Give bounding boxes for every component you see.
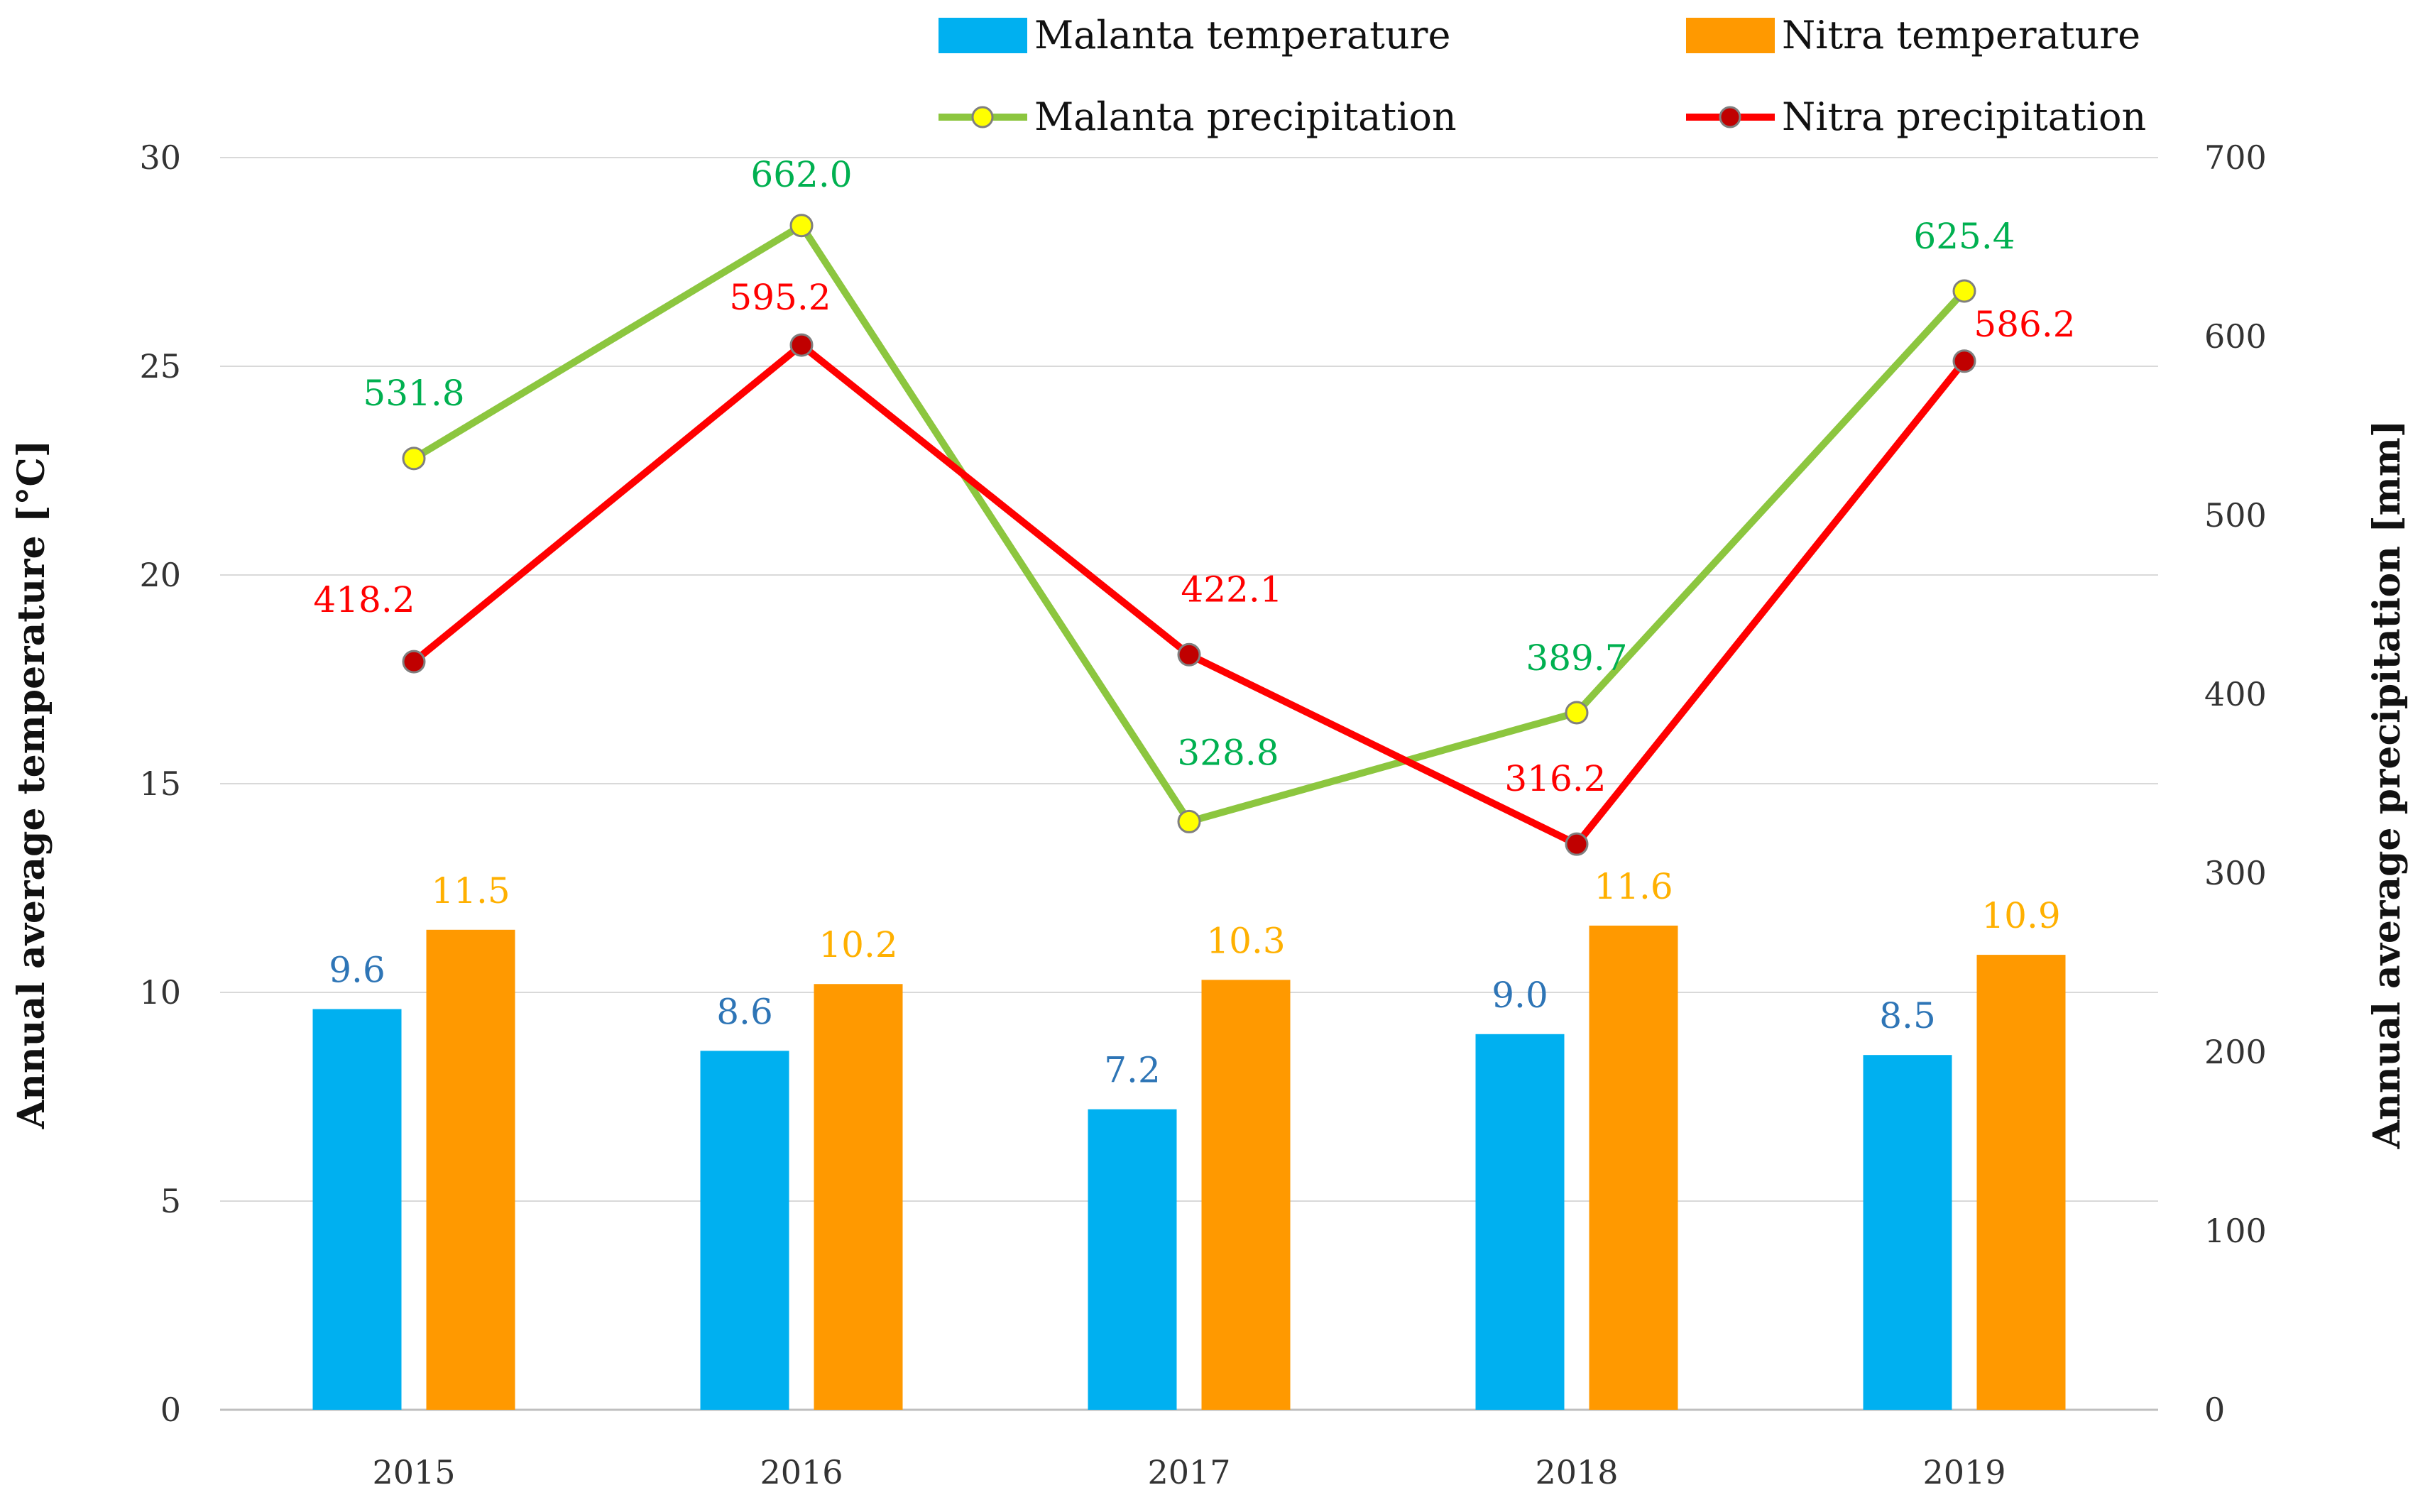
legend: Malanta temperature Nitra temperature Mala…: [939, 13, 2146, 139]
lines: [402, 214, 1976, 856]
data-label: 7.2: [1104, 1050, 1161, 1091]
bars: [312, 925, 2066, 1410]
x-tick-label: 2016: [760, 1453, 843, 1491]
data-label: 418.2: [313, 579, 415, 620]
legend-item: Malanta precipitation: [939, 94, 1457, 139]
y-tick-label: 5: [160, 1182, 181, 1220]
y-axis-title: Annual average temperature [°C]: [10, 440, 53, 1130]
y2-axis-title: Annual average precipitation [mm]: [2365, 420, 2409, 1150]
data-label: 531.8: [363, 373, 464, 414]
line-point: [789, 214, 814, 238]
bar-nitra-temperature: [1589, 925, 1678, 1410]
y2-tick-label: 300: [2204, 854, 2267, 892]
data-label: 10.3: [1206, 920, 1285, 961]
data-label: 10.9: [1981, 895, 2060, 936]
y-tick-label: 20: [139, 556, 181, 594]
gridlines: [220, 157, 2158, 1411]
bar-nitra-temperature: [814, 984, 903, 1410]
y2-tick-label: 600: [2204, 317, 2267, 356]
y-tick-label: 0: [160, 1391, 181, 1429]
data-label: 422.1: [1181, 569, 1282, 610]
axes: Annual average temperature [°C] Annual a…: [10, 138, 2409, 1491]
data-label: 8.5: [1879, 995, 1936, 1036]
line-point: [789, 333, 814, 357]
y-tick-label: 15: [139, 765, 181, 803]
data-label: 316.2: [1504, 758, 1606, 799]
data-label: 595.2: [729, 277, 831, 318]
data-label: 11.6: [1594, 866, 1673, 907]
data-label: 11.5: [431, 870, 510, 911]
y2-tick-label: 200: [2204, 1033, 2267, 1071]
bar-malanta-temperature: [1088, 1109, 1177, 1410]
legend-label: Malanta precipitation: [1034, 94, 1457, 139]
bar-malanta-temperature: [700, 1051, 789, 1410]
bar-malanta-temperature: [1863, 1055, 1952, 1410]
y2-tick-label: 0: [2204, 1391, 2225, 1429]
legend-swatch: [939, 18, 1027, 53]
data-label: 328.8: [1177, 732, 1279, 773]
x-tick-label: 2018: [1535, 1453, 1618, 1491]
y2-tick-label: 700: [2204, 138, 2267, 177]
y-tick-label: 10: [139, 973, 181, 1012]
line-point: [1565, 832, 1589, 856]
y-tick-label: 30: [139, 138, 181, 177]
line-point: [402, 650, 426, 674]
y-tick-label: 25: [139, 347, 181, 385]
data-labels: 9.6 8.6 7.2 9.0 8.5 11.5 10.2 10.3 11.6 10.9 531.8…: [313, 154, 2075, 1091]
x-tick-label: 2019: [1922, 1453, 2006, 1491]
legend-item: Nitra precipitation: [1686, 94, 2146, 139]
data-label: 389.7: [1526, 637, 1627, 679]
bar-nitra-temperature: [1976, 955, 2066, 1410]
line-point: [1565, 701, 1589, 725]
y2-tick-label: 400: [2204, 675, 2267, 713]
legend-marker: [971, 106, 994, 128]
data-label: 9.0: [1492, 975, 1548, 1016]
bar-malanta-temperature: [312, 1009, 402, 1410]
y2-tick-label: 500: [2204, 496, 2267, 535]
legend-label: Nitra precipitation: [1782, 94, 2146, 139]
line-point: [1177, 809, 1201, 833]
data-label: 625.4: [1913, 216, 2015, 257]
y2-tick-label: 100: [2204, 1212, 2267, 1250]
line-point: [402, 447, 426, 471]
data-label: 10.2: [819, 924, 897, 965]
legend-item: Nitra temperature: [1686, 13, 2140, 57]
legend-swatch: [1686, 18, 1775, 53]
line-point: [1952, 349, 1976, 373]
line-point: [1177, 642, 1201, 667]
legend-label: Nitra temperature: [1782, 13, 2140, 57]
bar-malanta-temperature: [1475, 1034, 1565, 1410]
bar-nitra-temperature: [426, 929, 515, 1410]
bar-nitra-temperature: [1201, 980, 1291, 1410]
legend-item: Malanta temperature: [939, 13, 1450, 57]
data-label: 8.6: [716, 991, 773, 1032]
legend-label: Malanta temperature: [1034, 13, 1450, 57]
data-label: 586.2: [1974, 304, 2075, 345]
line-point: [1952, 279, 1976, 303]
data-label: 662.0: [750, 154, 852, 195]
data-label: 9.6: [329, 950, 385, 991]
x-tick-label: 2015: [372, 1453, 455, 1491]
x-tick-label: 2017: [1147, 1453, 1230, 1491]
legend-marker: [1719, 106, 1741, 128]
